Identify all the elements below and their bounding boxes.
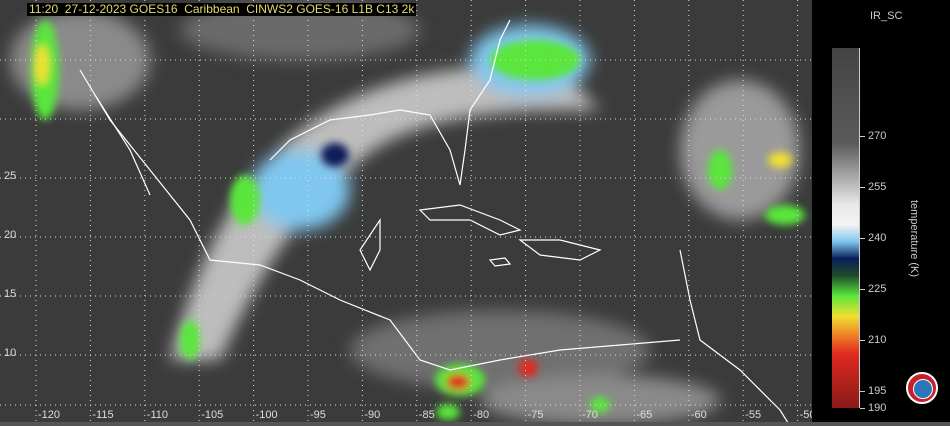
colorbar-title: IR_SC xyxy=(870,10,903,22)
longitude-label: -50 xyxy=(799,409,816,421)
longitude-label: -100 xyxy=(255,409,278,421)
colorbar xyxy=(832,48,860,408)
longitude-label: -60 xyxy=(690,409,707,421)
legend-panel: IR_SC 270 255 240 225 210 195 190 temperature … xyxy=(812,0,950,426)
colorbar-tick-label: 210 xyxy=(868,334,887,347)
longitude-label: -55 xyxy=(745,409,762,421)
logo-emblem xyxy=(913,379,933,399)
longitude-label: -120 xyxy=(38,409,61,421)
latitude-label: 25 xyxy=(4,170,17,182)
longitude-label: -85 xyxy=(418,409,435,421)
latitude-label: 15 xyxy=(4,288,17,300)
colorbar-tick-label: 270 xyxy=(868,130,887,143)
colorbar-tick xyxy=(860,289,865,291)
colorbar-tick-label: 195 xyxy=(868,385,887,398)
agency-logo xyxy=(906,372,938,404)
latitude-label: 10 xyxy=(4,347,17,359)
satellite-ir-image xyxy=(0,0,812,426)
longitude-label: -90 xyxy=(364,409,381,421)
colorbar-tick-label: 255 xyxy=(868,181,887,194)
longitude-label: -95 xyxy=(310,409,326,421)
colorbar-tick xyxy=(860,408,865,409)
image-title: 11:20 27-12-2023 GOES16 Caribbean CINWS2… xyxy=(27,2,417,16)
longitude-label: -110 xyxy=(146,409,168,421)
colorbar-tick xyxy=(860,238,865,240)
longitude-label: -115 xyxy=(92,409,114,421)
colorbar-tick-label: 225 xyxy=(868,283,887,296)
colorbar-tick xyxy=(860,391,865,393)
longitude-label: -80 xyxy=(473,409,490,421)
longitude-label: -75 xyxy=(527,409,544,421)
colorbar-tick xyxy=(860,340,865,342)
longitude-label: -105 xyxy=(201,409,224,421)
bottom-border xyxy=(0,422,950,426)
colorbar-label: temperature (K) xyxy=(908,200,920,278)
colorbar-tick xyxy=(860,136,865,138)
colorbar-tick xyxy=(860,187,865,189)
colorbar-tick-label: 190 xyxy=(868,402,887,414)
colorbar-tick-label: 240 xyxy=(868,232,887,245)
cold-cloud-tops xyxy=(31,20,805,420)
longitude-label: -70 xyxy=(582,409,598,421)
longitude-label: -65 xyxy=(636,409,653,421)
graticule xyxy=(0,0,812,426)
latitude-label: 20 xyxy=(4,229,17,241)
